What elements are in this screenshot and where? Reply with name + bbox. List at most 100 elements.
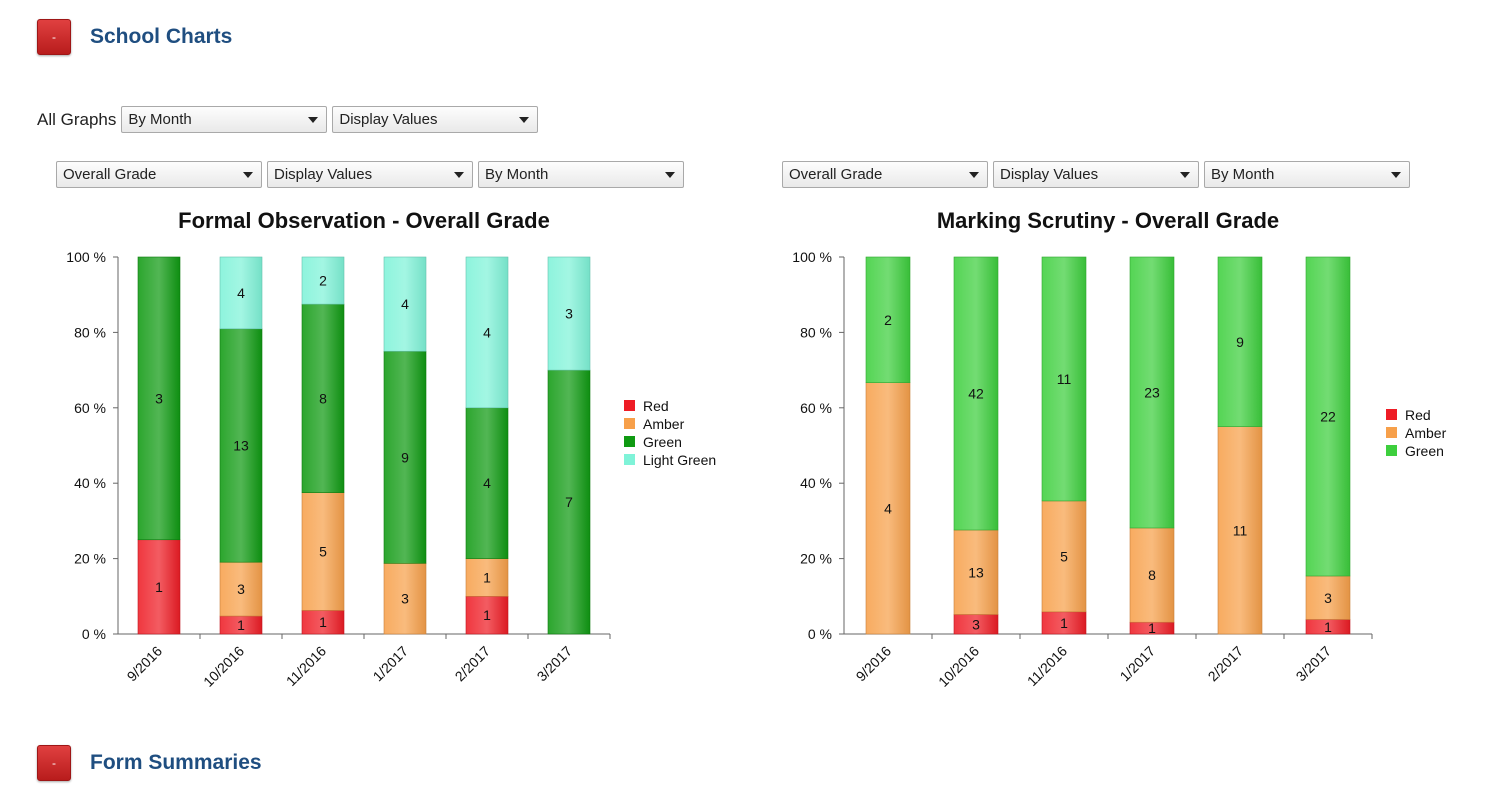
y-tick-label: 100 % — [792, 249, 832, 265]
select-value: By Month — [485, 166, 549, 183]
period-select[interactable]: By Month — [1204, 161, 1410, 188]
select-value: Overall Grade — [63, 166, 157, 183]
x-tick-label: 2/2017 — [452, 643, 494, 685]
data-label: 8 — [1148, 567, 1156, 583]
bar-segment — [137, 539, 181, 635]
legend-label: Red — [1405, 407, 1431, 423]
legend-swatch — [624, 454, 635, 465]
data-label: 9 — [1236, 334, 1244, 350]
collapse-school-charts-button[interactable]: - — [37, 19, 71, 55]
select-value: By Month — [1211, 166, 1275, 183]
all-graphs-label: All Graphs — [37, 109, 117, 129]
data-label: 2 — [884, 312, 892, 328]
data-label: 7 — [565, 494, 573, 510]
chevron-down-icon — [519, 116, 530, 123]
y-tick-label: 80 % — [74, 324, 106, 340]
period-select[interactable]: By Month — [478, 161, 684, 188]
bar-segment — [1217, 256, 1263, 427]
data-label: 13 — [233, 438, 249, 454]
form-summaries-header: - Form Summaries — [37, 745, 262, 781]
bar-segment — [301, 492, 345, 611]
data-label: 9 — [401, 449, 409, 465]
data-label: 42 — [968, 386, 984, 402]
chevron-down-icon — [243, 171, 253, 178]
chart-panel-formal-observation: Overall Grade Display Values By Month — [56, 161, 689, 188]
display-select[interactable]: Display Values — [267, 161, 473, 188]
data-label: 11 — [1057, 371, 1072, 387]
chevron-down-icon — [454, 171, 464, 178]
bar-segment — [1041, 256, 1087, 502]
data-label: 1 — [237, 617, 245, 633]
data-label: 1 — [483, 607, 491, 623]
x-tick-label: 10/2016 — [935, 643, 982, 690]
data-label: 4 — [483, 475, 491, 491]
bar-segment — [301, 256, 345, 305]
y-tick-label: 80 % — [800, 324, 832, 340]
y-tick-label: 0 % — [82, 626, 106, 642]
collapse-form-summaries-button[interactable]: - — [37, 745, 71, 781]
legend-label: Amber — [1405, 425, 1447, 441]
bar-segment — [1305, 256, 1351, 577]
select-value: Display Values — [339, 111, 438, 128]
legend-label: Green — [1405, 443, 1444, 459]
bar-segment — [219, 328, 263, 563]
data-label: 1 — [319, 614, 327, 630]
bar-segment — [383, 256, 427, 352]
y-tick-label: 20 % — [800, 551, 832, 567]
bar-segment — [383, 350, 427, 564]
bar-segment — [953, 256, 999, 531]
data-label: 1 — [1324, 619, 1332, 635]
chevron-down-icon — [308, 116, 319, 123]
legend-swatch — [1386, 427, 1397, 438]
school-charts-header: - School Charts — [37, 19, 232, 55]
data-label: 3 — [401, 591, 409, 607]
data-label: 13 — [968, 564, 984, 580]
legend-swatch — [624, 400, 635, 411]
chevron-down-icon — [665, 171, 675, 178]
x-tick-label: 1/2017 — [370, 643, 412, 685]
x-tick-label: 3/2017 — [1293, 643, 1335, 685]
all-graphs-display-select[interactable]: Display Values — [332, 106, 539, 133]
data-label: 3 — [155, 390, 163, 406]
data-label: 5 — [1060, 548, 1068, 564]
bar-segment — [1305, 575, 1351, 620]
legend-swatch — [1386, 409, 1397, 420]
chevron-down-icon — [969, 171, 979, 178]
y-tick-label: 60 % — [74, 400, 106, 416]
school-charts-title: School Charts — [90, 25, 233, 48]
data-label: 11 — [1233, 522, 1248, 538]
bar-segment — [547, 369, 591, 635]
legend-label: Green — [643, 434, 682, 450]
display-select[interactable]: Display Values — [993, 161, 1199, 188]
bar-segment — [137, 256, 181, 541]
data-label: 8 — [319, 390, 327, 406]
x-tick-label: 9/2016 — [853, 643, 895, 685]
legend-label: Amber — [643, 416, 685, 432]
x-tick-label: 3/2017 — [534, 643, 576, 685]
chart-title: Formal Observation - Overall Grade — [178, 208, 550, 233]
y-tick-label: 100 % — [66, 249, 106, 265]
data-label: 22 — [1320, 409, 1336, 425]
data-label: 4 — [401, 296, 409, 312]
data-label: 1 — [483, 569, 491, 585]
legend-swatch — [624, 436, 635, 447]
bar-segment — [547, 256, 591, 371]
formal-observation-chart: Formal Observation - Overall Grade 0 % 20 … — [66, 208, 716, 690]
x-tick-label: 10/2016 — [200, 643, 247, 690]
chevron-down-icon — [1391, 171, 1401, 178]
y-tick-label: 0 % — [808, 626, 832, 642]
chart-panel-marking-scrutiny: Overall Grade Display Values By Month — [782, 161, 1415, 188]
select-value: Display Values — [274, 166, 373, 183]
x-tick-label: 11/2016 — [1024, 643, 1071, 690]
data-label: 1 — [1148, 620, 1156, 636]
data-label: 4 — [483, 324, 491, 340]
data-label: 5 — [319, 544, 327, 560]
legend-swatch — [624, 418, 635, 429]
grade-select[interactable]: Overall Grade — [782, 161, 988, 188]
y-tick-label: 20 % — [74, 551, 106, 567]
grade-select[interactable]: Overall Grade — [56, 161, 262, 188]
bar-segment — [865, 382, 911, 635]
legend-label: Light Green — [643, 452, 716, 468]
all-graphs-period-select[interactable]: By Month — [121, 106, 328, 133]
bar-segment — [465, 558, 509, 597]
